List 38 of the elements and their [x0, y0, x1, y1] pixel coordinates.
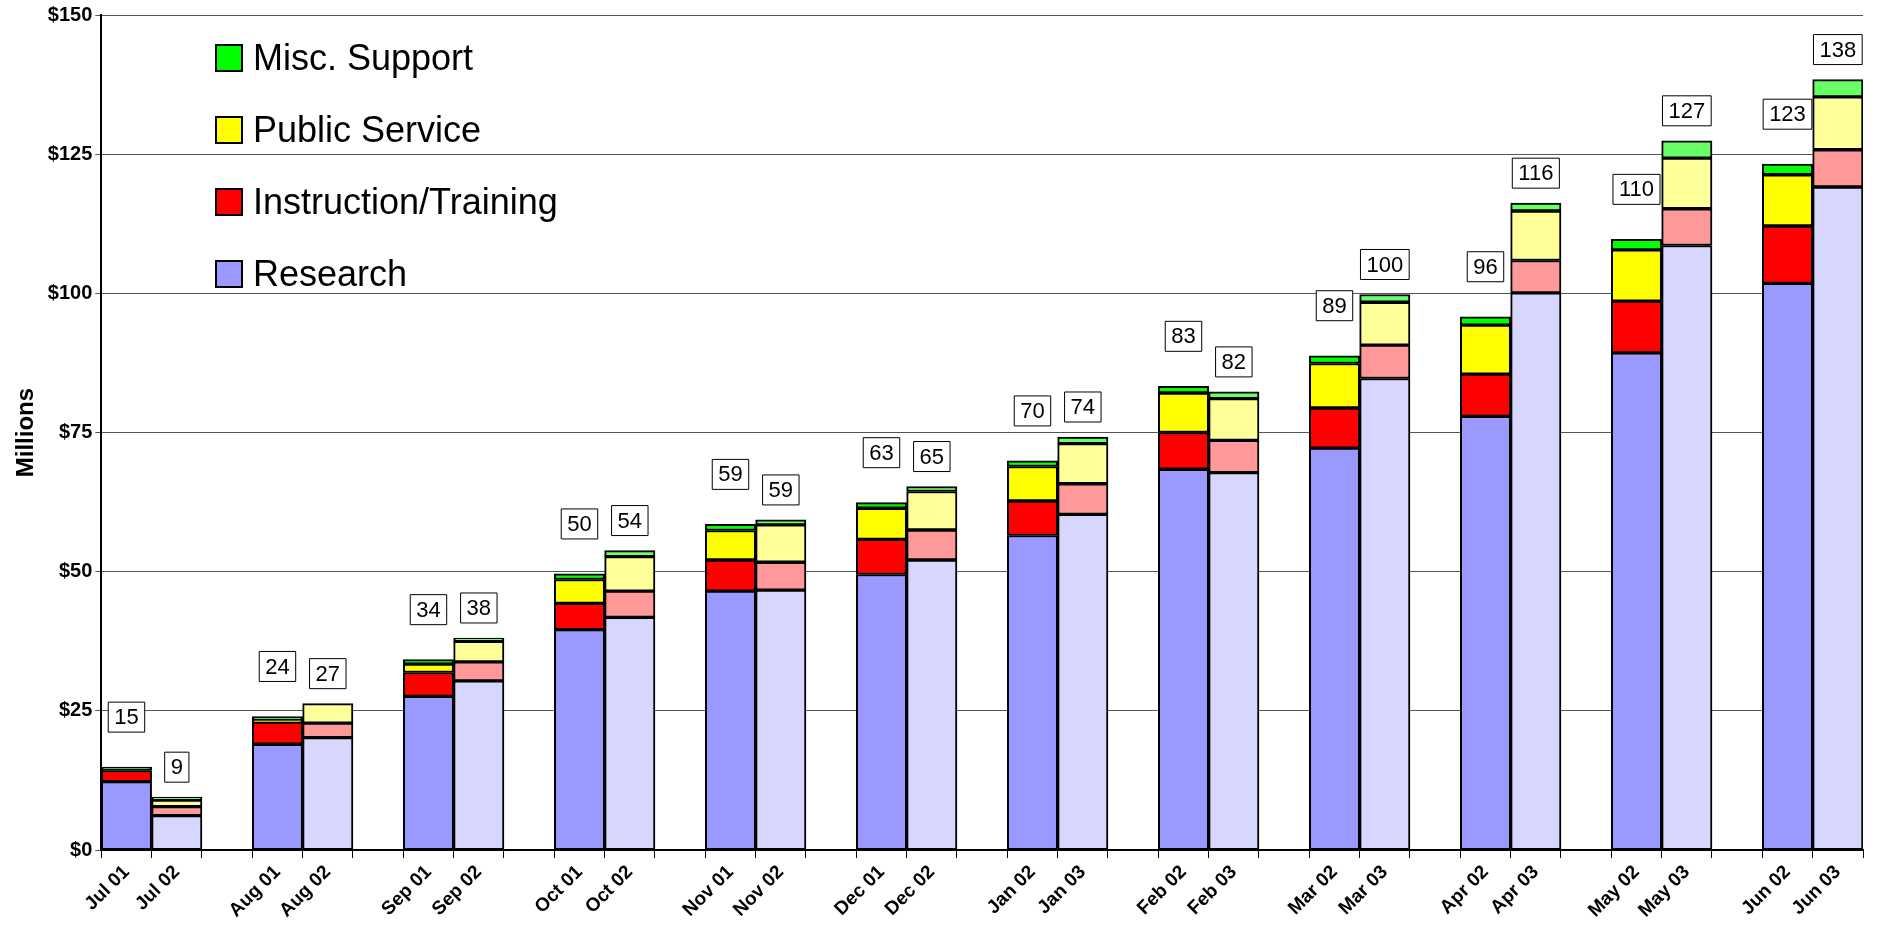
legend-label: Public Service: [253, 109, 482, 151]
y-tick-label: $100: [47, 280, 93, 303]
total-label: 54: [617, 507, 643, 533]
total-label: 70: [1020, 397, 1045, 423]
x-tick-label: Oct 01: [530, 860, 587, 917]
y-tick-label: $50: [58, 559, 93, 582]
y-tick-label: $150: [47, 2, 93, 25]
total-label: 89: [1322, 292, 1347, 318]
total-label: 138: [1819, 36, 1857, 62]
total-label: 96: [1473, 253, 1498, 279]
y-tick-label: $0: [70, 837, 93, 860]
total-label: 59: [768, 477, 794, 502]
y-tick-label: $75: [58, 420, 93, 443]
y-tick-label: $125: [47, 141, 93, 164]
total-label: 63: [869, 439, 894, 465]
total-label: 27: [315, 660, 341, 686]
y-axis-title: Millions: [11, 387, 39, 478]
y-tick-label: $25: [58, 698, 93, 721]
x-tick-label: Apr 02: [1435, 860, 1493, 918]
total-label: 50: [567, 511, 592, 536]
total-label: 82: [1221, 348, 1247, 374]
total-label: 83: [1171, 323, 1196, 349]
total-label: 24: [265, 653, 290, 679]
total-label: 127: [1668, 97, 1706, 123]
legend-label: Research: [253, 253, 408, 295]
total-label: 15: [114, 704, 139, 730]
legend-label: Instruction/Training: [253, 181, 558, 223]
total-label: 34: [416, 596, 441, 622]
total-label: 38: [466, 595, 492, 621]
legend-label: Misc. Support: [253, 37, 474, 79]
total-label: 9: [170, 754, 183, 780]
total-label: 59: [718, 461, 743, 487]
total-label: 65: [919, 443, 945, 469]
total-label: 116: [1518, 160, 1554, 186]
total-label: 123: [1769, 101, 1806, 127]
total-label: 74: [1070, 394, 1096, 420]
total-label: 110: [1618, 176, 1655, 202]
total-label: 100: [1366, 251, 1404, 277]
